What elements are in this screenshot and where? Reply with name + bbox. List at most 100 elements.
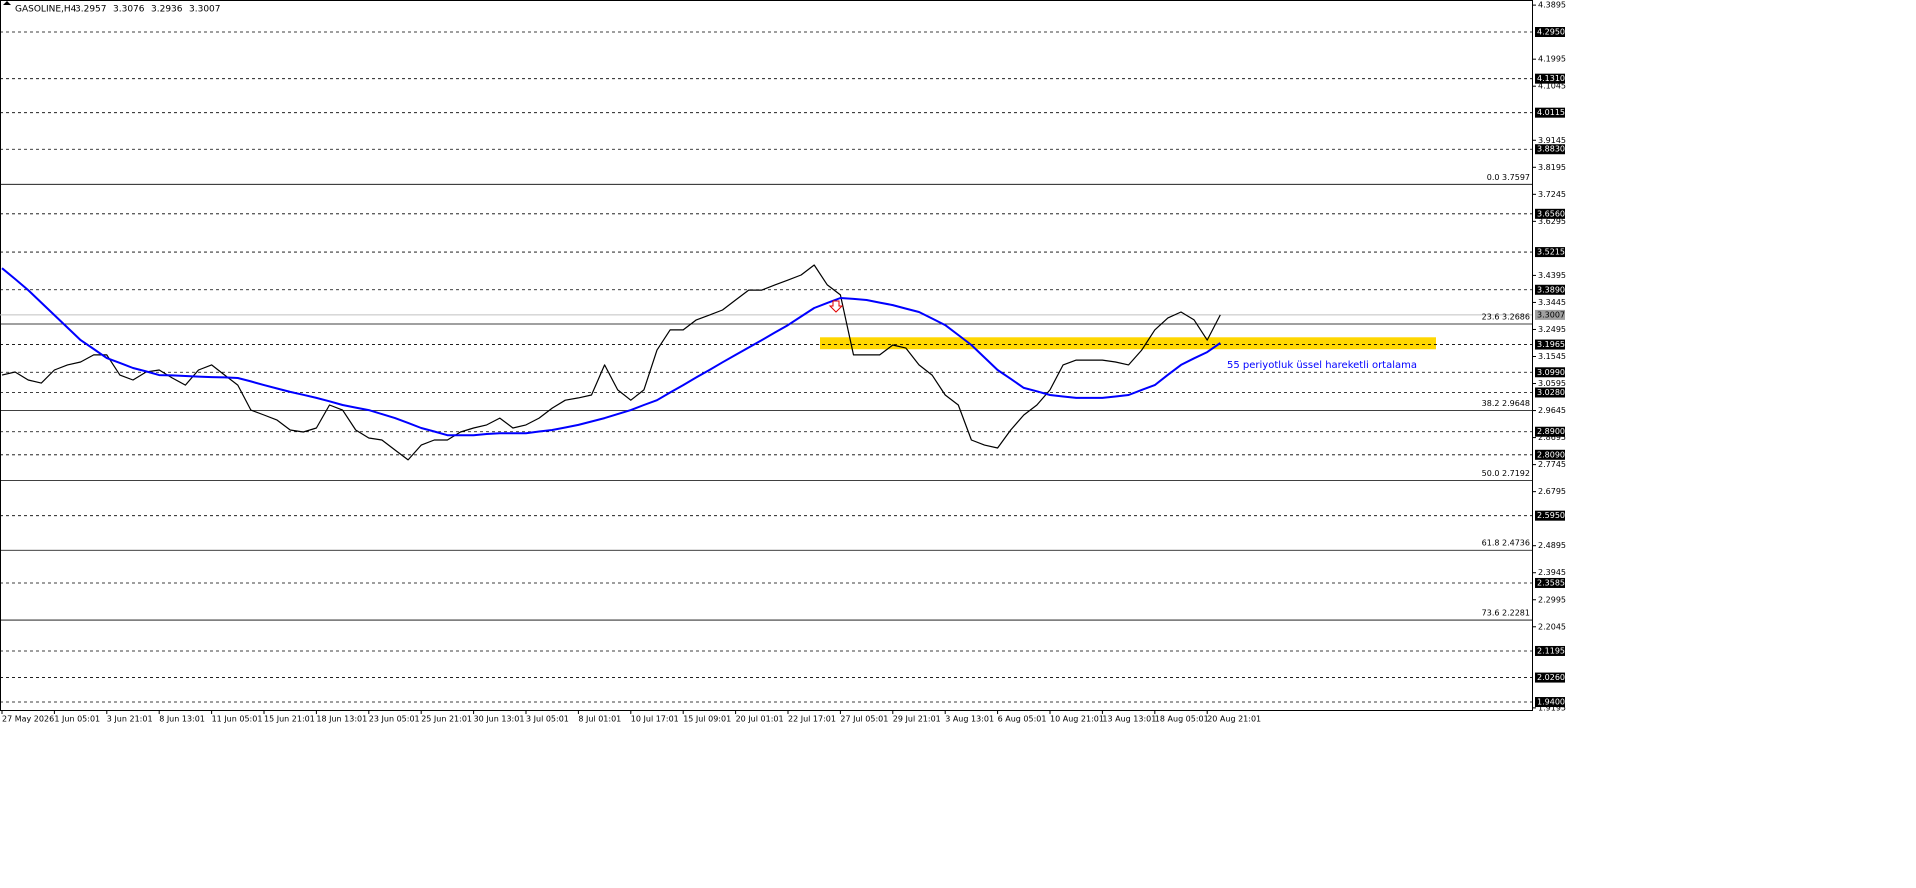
symbol: GASOLINE,H4 <box>15 5 77 15</box>
level-label: 2.5950 <box>1537 511 1565 520</box>
x-tick-label: 8 Jul 01:01 <box>578 715 621 724</box>
y-tick-label: 3.0595 <box>1538 379 1566 388</box>
current-price-label: 3.3007 <box>1537 310 1565 319</box>
level-label: 3.0280 <box>1537 388 1565 397</box>
y-tick-label: 3.7245 <box>1538 190 1566 199</box>
y-tick-label: 2.2045 <box>1538 622 1566 631</box>
level-label: 2.8900 <box>1537 427 1565 436</box>
fib-label: 50.0 2.7192 <box>1482 469 1530 478</box>
x-tick-label: 6 Aug 05:01 <box>998 715 1047 724</box>
fib-label: 0.0 3.7597 <box>1487 173 1530 182</box>
x-tick-label: 3 Jun 21:01 <box>107 715 153 724</box>
level-label: 2.0260 <box>1537 673 1565 682</box>
y-tick-label: 2.9645 <box>1538 406 1566 415</box>
y-tick-label: 3.1545 <box>1538 352 1566 361</box>
y-tick-label: 1.9195 <box>1538 703 1566 712</box>
y-tick-label: 2.6795 <box>1538 487 1566 496</box>
y-tick-label: 2.7745 <box>1538 460 1566 469</box>
y-tick-label: 3.4395 <box>1538 271 1566 280</box>
y-tick-label: 4.1045 <box>1538 82 1566 91</box>
y-tick-label: 2.8695 <box>1538 433 1566 442</box>
support-zone <box>820 337 1436 350</box>
x-tick-label: 13 Aug 13:01 <box>1102 715 1156 724</box>
x-tick-label: 10 Jul 17:01 <box>631 715 679 724</box>
y-tick-label: 2.4895 <box>1538 541 1566 550</box>
level-box <box>1535 27 1565 38</box>
y-tick-label: 2.2995 <box>1538 595 1566 604</box>
level-box <box>1535 208 1565 219</box>
level-label: 2.3585 <box>1537 578 1565 587</box>
x-tick-label: 18 Aug 05:01 <box>1155 715 1209 724</box>
y-tick-label: 3.3445 <box>1538 298 1566 307</box>
ema-line <box>1 267 1221 437</box>
annotation: 55 periyotluk üssel hareketli ortalama <box>1227 360 1417 371</box>
x-tick-label: 10 Aug 21:01 <box>1050 715 1104 724</box>
x-tick-label: 8 Jun 13:01 <box>159 715 205 724</box>
fib-label: 38.2 2.9648 <box>1482 399 1530 408</box>
level-label: 3.0990 <box>1537 368 1565 377</box>
level-label: 4.0115 <box>1537 108 1565 117</box>
level-box <box>1535 577 1565 588</box>
y-tick-label: 3.8195 <box>1538 163 1566 172</box>
x-tick-label: 27 Jul 05:01 <box>840 715 888 724</box>
level-box <box>1535 367 1565 378</box>
x-tick-label: 3 Aug 13:01 <box>945 715 994 724</box>
y-tick-label: 3.6295 <box>1538 217 1566 226</box>
x-tick-label: 20 Aug 21:01 <box>1207 715 1261 724</box>
level-box <box>1535 339 1565 350</box>
level-box <box>1535 387 1565 398</box>
level-box <box>1535 247 1565 258</box>
level-label: 3.8830 <box>1537 145 1565 154</box>
x-tick-label: 25 Jun 21:01 <box>421 715 472 724</box>
x-tick-label: 1 Jun 05:01 <box>54 715 100 724</box>
current-price-box <box>1535 309 1565 320</box>
x-tick-label: 11 Jun 05:01 <box>212 715 263 724</box>
level-box <box>1535 426 1565 437</box>
sell-arrow <box>828 300 844 313</box>
fib-label: 61.8 2.4736 <box>1482 539 1530 548</box>
y-tick-label: 4.3895 <box>1538 1 1566 10</box>
level-label: 2.8090 <box>1537 450 1565 459</box>
level-label: 3.1965 <box>1537 340 1565 349</box>
level-box <box>1535 449 1565 460</box>
x-tick-label: 3 Jul 05:01 <box>526 715 569 724</box>
fib-label: 73.6 2.2281 <box>1482 609 1530 618</box>
x-tick-label: 23 Jun 05:01 <box>369 715 420 724</box>
ohlc-value: 3.2957 <box>75 5 107 15</box>
ohlc-value: 3.3076 <box>113 5 145 15</box>
level-box <box>1535 284 1565 295</box>
ohlc-value: 3.3007 <box>189 5 221 15</box>
x-tick-label: 27 May 2026 <box>2 715 54 724</box>
level-label: 3.6560 <box>1537 209 1565 218</box>
x-tick-label: 18 Jun 13:01 <box>316 715 367 724</box>
x-tick-label: 15 Jul 09:01 <box>683 715 731 724</box>
level-box <box>1535 645 1565 656</box>
y-tick-label: 3.9145 <box>1538 136 1566 145</box>
level-box <box>1535 73 1565 84</box>
level-label: 3.5215 <box>1537 248 1565 257</box>
menu-arrow[interactable] <box>3 1 11 5</box>
x-tick-label: 20 Jul 01:01 <box>736 715 784 724</box>
x-tick-label: 29 Jul 21:01 <box>893 715 941 724</box>
level-label: 2.1195 <box>1537 646 1565 655</box>
level-label: 3.3890 <box>1537 285 1565 294</box>
level-box <box>1535 697 1565 708</box>
price-line <box>1 264 1221 461</box>
level-box <box>1535 672 1565 683</box>
level-label: 1.9400 <box>1537 698 1565 707</box>
plot-layer <box>0 31 1532 703</box>
level-label: 4.1310 <box>1537 74 1565 83</box>
fib-label: 23.6 3.2686 <box>1482 313 1530 322</box>
plot-frame <box>0 0 1533 711</box>
x-tick-label: 22 Jul 17:01 <box>788 715 836 724</box>
ohlc-value: 3.2936 <box>151 5 183 15</box>
x-tick-label: 30 Jun 13:01 <box>474 715 525 724</box>
y-tick-label: 4.1995 <box>1538 55 1566 64</box>
level-label: 4.2950 <box>1537 28 1565 37</box>
level-box <box>1535 510 1565 521</box>
level-box <box>1535 107 1565 118</box>
x-tick-label: 15 Jun 21:01 <box>264 715 315 724</box>
